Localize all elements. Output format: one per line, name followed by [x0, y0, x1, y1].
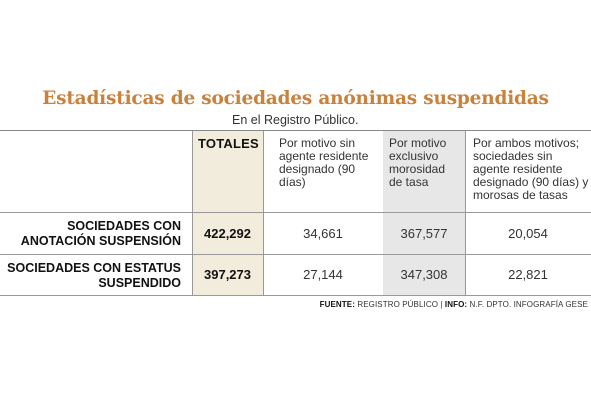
page-title: Estadísticas de sociedades anónimas susp…: [42, 88, 549, 109]
info-text: N.F. DPTO. INFOGRAFÍA GESE: [469, 300, 588, 309]
page-subtitle: En el Registro Público.: [232, 113, 359, 127]
morosidad-column-background: [383, 131, 465, 295]
row-label: SOCIEDADES CON ANOTACIÓN SUSPENSIÓN: [21, 219, 181, 249]
column-divider: [263, 131, 264, 295]
column-header-totales: TOTALES: [198, 136, 259, 151]
row-label-line: SUSPENDIDO: [98, 276, 181, 290]
table-cell-motivo-agente: 34,661: [303, 226, 343, 241]
column-divider: [465, 131, 466, 295]
info-label: INFO:: [444, 300, 468, 309]
table-cell-motivo-morosidad: 347,308: [400, 267, 448, 282]
table-divider: [0, 254, 591, 255]
row-label-line: SOCIEDADES CON ESTATUS: [7, 261, 181, 275]
row-label-line: SOCIEDADES CON: [67, 219, 181, 233]
column-header-ambos-motivos: Por ambos motivos; sociedades sin agente…: [473, 136, 589, 202]
table-cell-ambos-motivos: 20,054: [508, 226, 548, 241]
column-header-motivo-morosidad: Por motivo exclusivo morosidad de tasa: [389, 136, 447, 189]
table-cell-ambos-motivos: 22,821: [508, 267, 548, 282]
table-cell-totales: 422,292: [204, 226, 251, 241]
fuente-label: FUENTE:: [319, 300, 355, 309]
table-cell-motivo-morosidad: 367,577: [400, 226, 448, 241]
row-label: SOCIEDADES CON ESTATUS SUSPENDIDO: [7, 261, 181, 291]
totales-column-background: [192, 131, 263, 295]
row-label-line: ANOTACIÓN SUSPENSIÓN: [20, 234, 181, 248]
source-credit: FUENTE: REGISTRO PÚBLICO | INFO: N.F. DP…: [320, 300, 588, 309]
table-divider: [0, 212, 591, 213]
source-separator: |: [440, 300, 443, 309]
table-cell-motivo-agente: 27,144: [303, 267, 343, 282]
table-bottom-rule: [0, 295, 591, 296]
column-divider: [192, 131, 193, 295]
table-cell-totales: 397,273: [204, 267, 251, 282]
fuente-text: REGISTRO PÚBLICO: [357, 300, 439, 309]
column-header-motivo-agente: Por motivo sin agente residente designad…: [279, 136, 369, 189]
table-top-rule: [0, 130, 591, 131]
